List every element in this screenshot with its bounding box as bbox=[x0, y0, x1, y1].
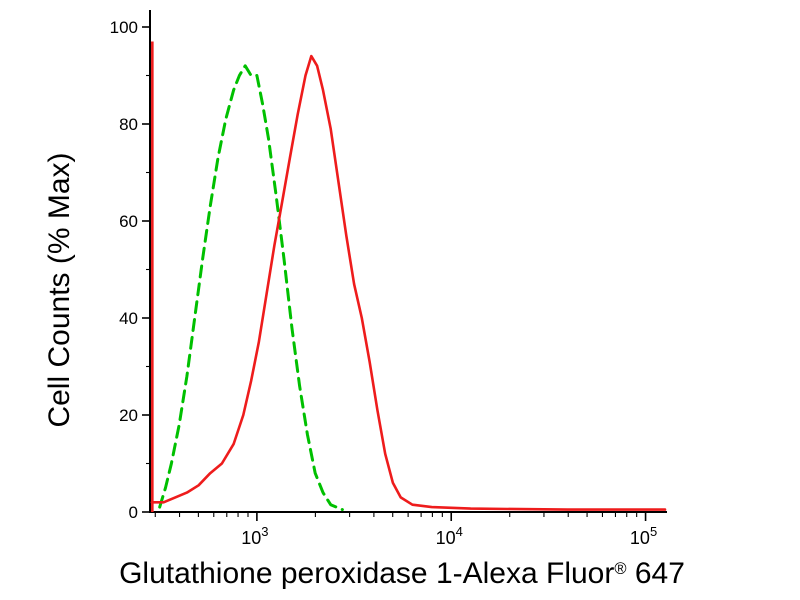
x-axis-label-main: Glutathione peroxidase 1-Alexa Fluor bbox=[119, 557, 615, 590]
y-axis-label: Cell Counts (% Max) bbox=[43, 152, 76, 428]
svg-text:80: 80 bbox=[119, 115, 138, 134]
x-axis-label: Glutathione peroxidase 1-Alexa Fluor® 64… bbox=[119, 557, 685, 591]
svg-text:104: 104 bbox=[436, 524, 463, 548]
svg-text:103: 103 bbox=[241, 524, 268, 548]
registered-trademark-symbol: ® bbox=[614, 559, 627, 578]
svg-text:0: 0 bbox=[129, 503, 138, 522]
svg-text:105: 105 bbox=[630, 524, 657, 548]
svg-text:40: 40 bbox=[119, 309, 138, 328]
x-axis-label-suffix: 647 bbox=[626, 557, 685, 590]
svg-text:20: 20 bbox=[119, 406, 138, 425]
curve-red-solid-stained bbox=[150, 54, 667, 511]
svg-text:100: 100 bbox=[110, 18, 138, 37]
curve-green-dashed-control bbox=[158, 64, 344, 512]
svg-text:60: 60 bbox=[119, 212, 138, 231]
